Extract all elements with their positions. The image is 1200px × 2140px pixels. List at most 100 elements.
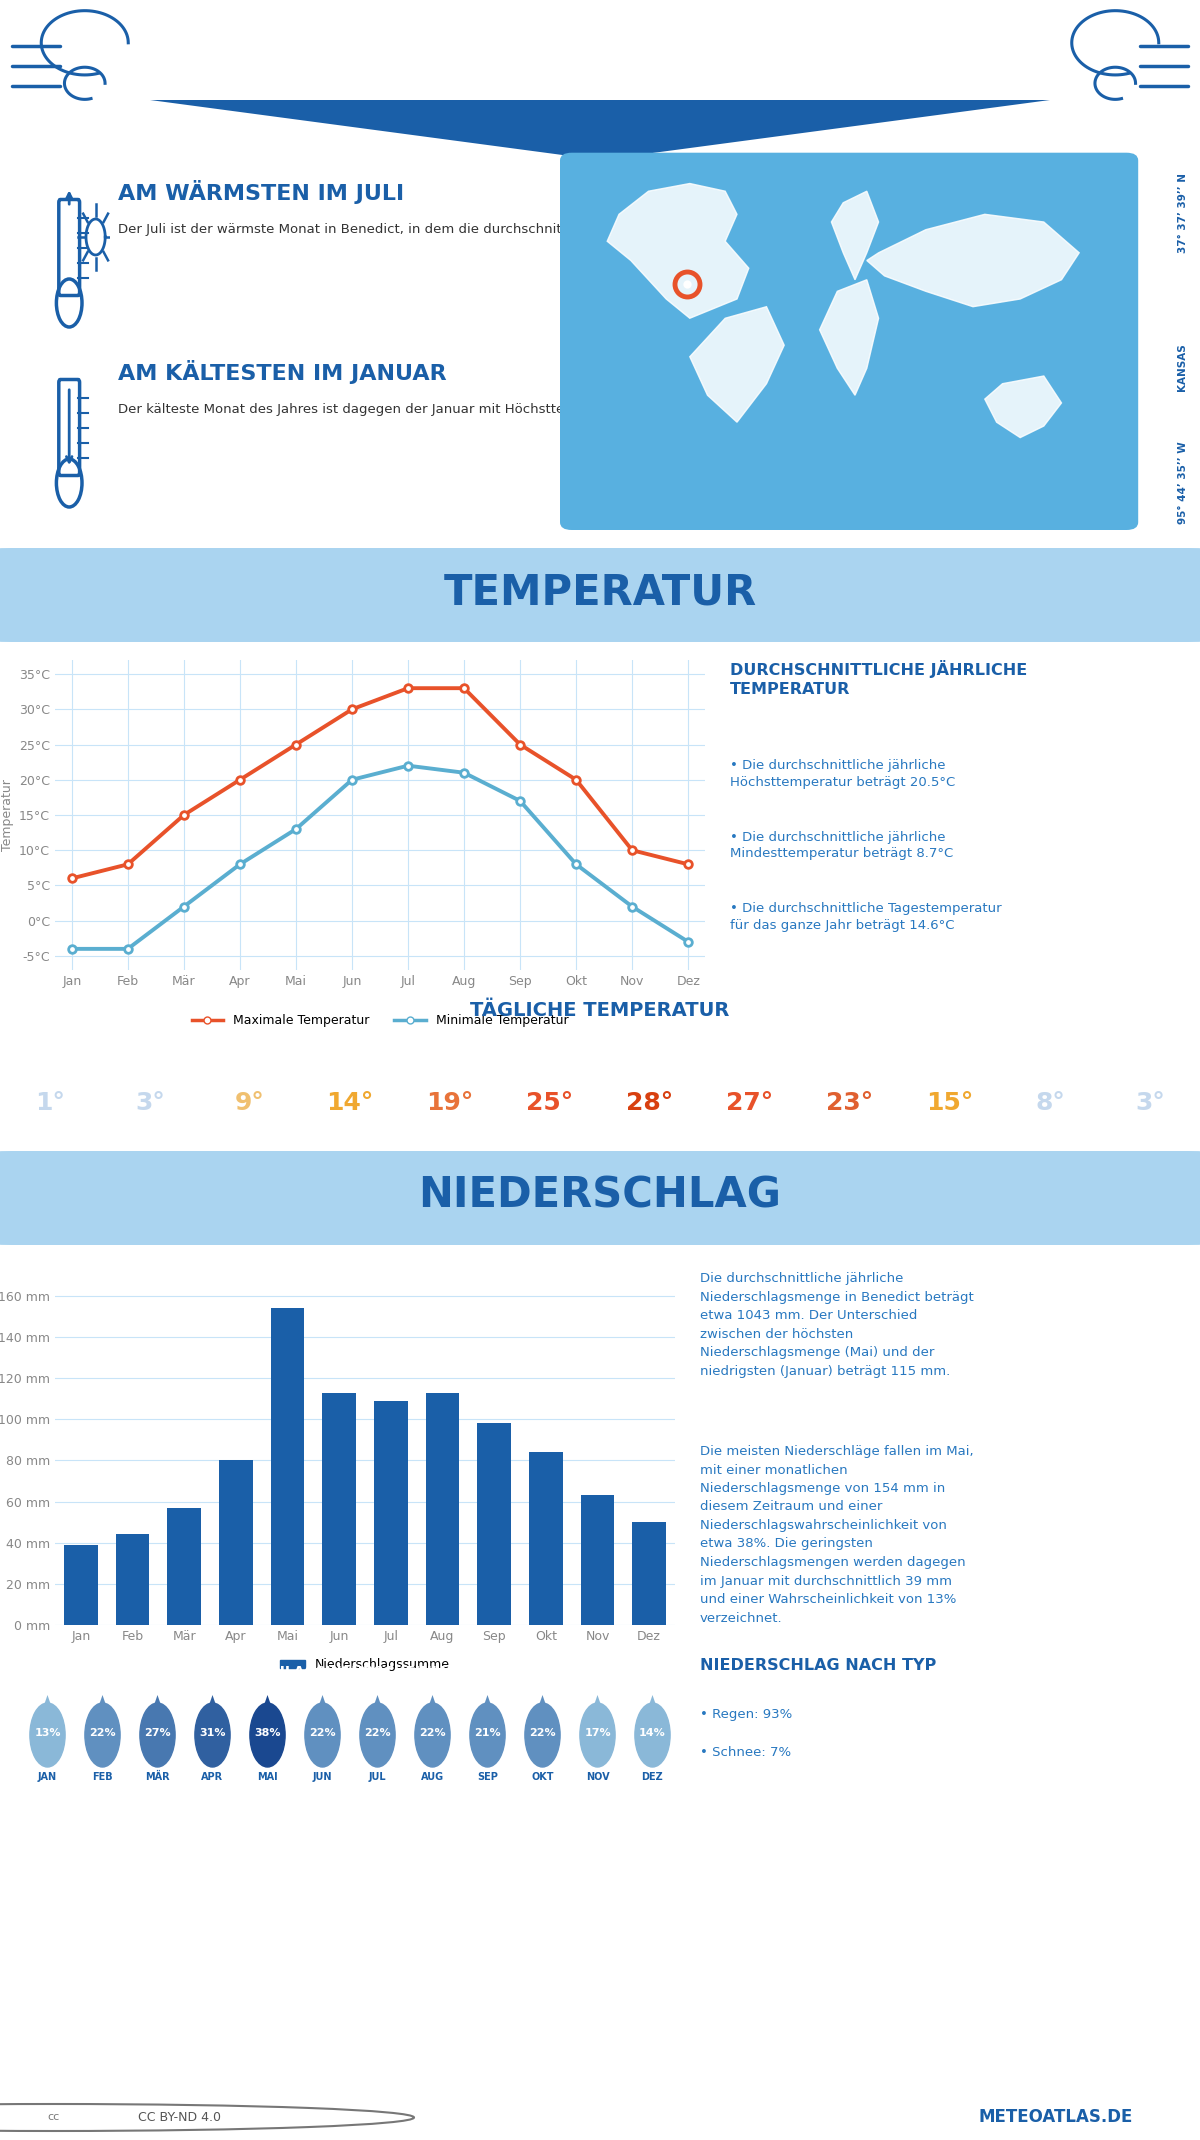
Circle shape [305,1703,340,1768]
Polygon shape [690,306,785,422]
Polygon shape [90,1695,115,1729]
Polygon shape [145,1695,169,1729]
Text: cc: cc [48,2112,60,2123]
Text: FEB: FEB [138,1049,162,1061]
Text: APR: APR [202,1772,223,1783]
Text: Die durchschnittliche jährliche
Niederschlagsmenge in Benedict beträgt
etwa 1043: Die durchschnittliche jährliche Niedersc… [700,1271,973,1378]
Polygon shape [641,1695,665,1729]
Polygon shape [256,1695,280,1729]
Polygon shape [530,1695,554,1729]
FancyBboxPatch shape [560,152,1139,531]
Text: METEOATLAS.DE: METEOATLAS.DE [979,2108,1133,2127]
Text: • Die durchschnittliche Tagestemperatur
für das ganze Jahr beträgt 14.6°C: • Die durchschnittliche Tagestemperatur … [730,901,1002,931]
Text: NIEDERSCHLAGSWAHRSCHEINLICHKEIT: NIEDERSCHLAGSWAHRSCHEINLICHKEIT [196,1665,504,1680]
Text: • Die durchschnittliche jährliche
Höchsttemperatur beträgt 20.5°C: • Die durchschnittliche jährliche Höchst… [730,760,955,790]
Text: DEZ: DEZ [642,1772,664,1783]
Text: 3°: 3° [1135,1091,1165,1115]
Text: 1°: 1° [35,1091,65,1115]
Text: 37° 37’ 39’’ N: 37° 37’ 39’’ N [1177,173,1188,253]
Legend: Niederschlagssumme: Niederschlagssumme [275,1654,455,1676]
Polygon shape [586,1695,610,1729]
Text: DURCHSCHNITTLICHE JÄHRLICHE
TEMPERATUR: DURCHSCHNITTLICHE JÄHRLICHE TEMPERATUR [730,659,1027,698]
Text: OKT: OKT [936,1049,964,1061]
Text: AUG: AUG [421,1772,444,1783]
Text: TEMPERATUR: TEMPERATUR [443,571,757,614]
Polygon shape [820,280,878,396]
Legend: Maximale Temperatur, Minimale Temperatur: Maximale Temperatur, Minimale Temperatur [187,1008,574,1031]
Text: DEZ: DEZ [1136,1049,1163,1061]
Text: MAI: MAI [257,1772,278,1783]
FancyBboxPatch shape [0,1151,1200,1245]
Circle shape [360,1703,395,1768]
Text: NIEDERSCHLAG NACH TYP: NIEDERSCHLAG NACH TYP [700,1658,936,1673]
Text: 28°: 28° [626,1091,673,1115]
Polygon shape [365,1695,390,1729]
Text: 25°: 25° [527,1091,574,1115]
Circle shape [470,1703,505,1768]
Text: Der Juli ist der wärmste Monat in Benedict, in dem die durchschnittlichen Höchst: Der Juli ist der wärmste Monat in Benedi… [119,223,1100,235]
Polygon shape [475,1695,499,1729]
Text: 22%: 22% [529,1727,556,1738]
Bar [478,1423,511,1624]
Text: 22%: 22% [310,1727,336,1738]
Text: CC BY-ND 4.0: CC BY-ND 4.0 [138,2110,222,2125]
Polygon shape [607,184,749,319]
Text: 95° 44’ 35’’ W: 95° 44’ 35’’ W [1177,441,1188,524]
Bar [426,1393,460,1624]
Text: 14°: 14° [326,1091,373,1115]
Text: NOV: NOV [586,1772,610,1783]
Bar [323,1393,356,1624]
Polygon shape [420,1695,445,1729]
Text: BENEDICT: BENEDICT [452,11,748,62]
Text: SEP: SEP [478,1772,498,1783]
Text: 19°: 19° [426,1091,474,1115]
Text: MAI: MAI [437,1049,463,1061]
Text: 38%: 38% [254,1727,281,1738]
Text: AUG: AUG [736,1049,764,1061]
Text: MÄR: MÄR [235,1049,265,1061]
Polygon shape [150,101,1050,160]
Circle shape [524,1703,560,1768]
Text: TÄGLICHE TEMPERATUR: TÄGLICHE TEMPERATUR [470,1002,730,1019]
Text: 27%: 27% [144,1727,170,1738]
Text: 27°: 27° [726,1091,774,1115]
Text: JUL: JUL [368,1772,386,1783]
Text: Der kälteste Monat des Jahres ist dagegen der Januar mit Höchsttemperaturen von : Der kälteste Monat des Jahres ist dagege… [119,402,928,415]
Text: AM WÄRMSTEN IM JULI: AM WÄRMSTEN IM JULI [119,180,404,203]
Polygon shape [866,214,1079,306]
Text: JUN: JUN [538,1049,562,1061]
Text: JUN: JUN [313,1772,332,1783]
Circle shape [415,1703,450,1768]
Text: NOV: NOV [1036,1049,1064,1061]
Text: AM KÄLTESTEN IM JANUAR: AM KÄLTESTEN IM JANUAR [119,360,448,383]
Text: NIEDERSCHLAG: NIEDERSCHLAG [419,1175,781,1218]
Text: VEREINIGTE STAATEN VON AMERIKA: VEREINIGTE STAATEN VON AMERIKA [475,79,725,94]
Text: • Regen: 93%: • Regen: 93% [700,1708,792,1721]
Bar [115,1534,149,1624]
Text: 21%: 21% [474,1727,500,1738]
Text: MÄR: MÄR [145,1772,170,1783]
Bar [529,1453,563,1624]
Bar [167,1509,200,1624]
Text: 15°: 15° [926,1091,973,1115]
Text: 22%: 22% [89,1727,116,1738]
Circle shape [580,1703,616,1768]
Circle shape [250,1703,286,1768]
Bar [64,1545,97,1624]
Text: 14%: 14% [640,1727,666,1738]
Text: APR: APR [336,1049,364,1061]
Y-axis label: Temperatur: Temperatur [0,779,13,852]
Text: JAN: JAN [38,1049,61,1061]
Bar [374,1402,408,1624]
Text: 31%: 31% [199,1727,226,1738]
Polygon shape [985,377,1062,437]
Text: KANSAS: KANSAS [1177,342,1188,392]
Bar [271,1308,305,1624]
Circle shape [85,1703,120,1768]
Bar [632,1522,666,1624]
Text: 23°: 23° [827,1091,874,1115]
Text: • Schnee: 7%: • Schnee: 7% [700,1746,791,1759]
Circle shape [30,1703,65,1768]
Text: 22%: 22% [419,1727,446,1738]
Text: 3°: 3° [136,1091,164,1115]
